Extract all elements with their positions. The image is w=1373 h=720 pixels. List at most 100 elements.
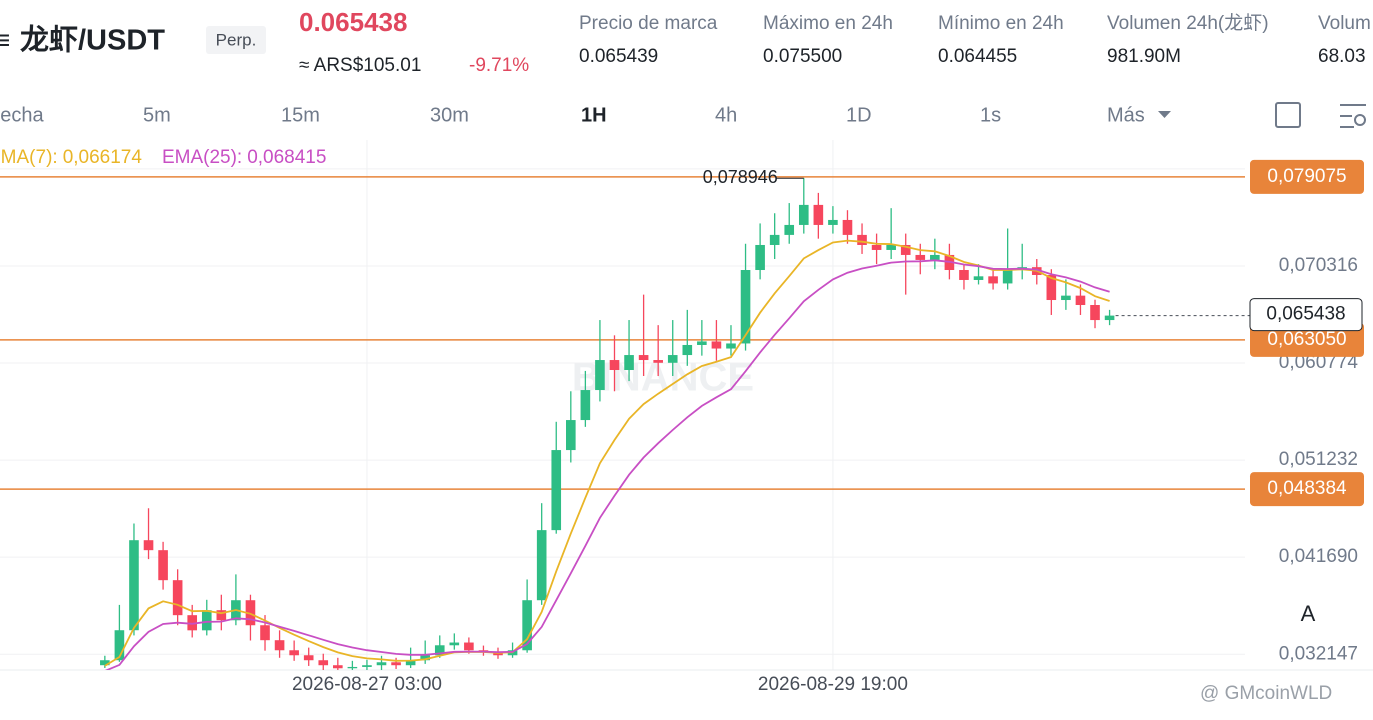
ema-line bbox=[104, 239, 1110, 667]
candle-body bbox=[566, 420, 576, 451]
current-price-label: 0,065438 bbox=[1266, 304, 1345, 325]
auto-button[interactable]: A bbox=[1301, 601, 1316, 626]
legend-name: EMA(7) bbox=[0, 147, 58, 168]
stat-label: Mínimo en 24h bbox=[938, 13, 1064, 34]
candle-body bbox=[959, 270, 969, 280]
candle-body bbox=[449, 642, 460, 646]
candle-body bbox=[464, 642, 474, 651]
candle-body bbox=[114, 630, 125, 661]
candle-body bbox=[216, 610, 227, 621]
menu-icon: ≡ bbox=[0, 24, 10, 55]
candle-body bbox=[828, 219, 838, 225]
candle-body bbox=[842, 219, 853, 235]
candle-body bbox=[551, 450, 562, 531]
legend-value: 0,066174 bbox=[62, 147, 142, 168]
candle-body bbox=[638, 355, 649, 361]
last-price: 0.065438 bbox=[299, 7, 407, 37]
candle-body bbox=[769, 234, 780, 245]
icon[interactable] bbox=[1275, 102, 1301, 128]
candle-body bbox=[274, 640, 285, 651]
candle-body bbox=[1104, 315, 1115, 321]
stat-label: Máximo en 24h bbox=[763, 13, 893, 34]
candle-body bbox=[1046, 274, 1057, 301]
price-label-box bbox=[1250, 159, 1364, 194]
candle-body bbox=[434, 645, 445, 656]
timeframe[interactable]: 1D bbox=[846, 104, 872, 126]
candle-body bbox=[376, 662, 387, 666]
candle-body bbox=[667, 355, 678, 363]
plot bbox=[0, 176, 1245, 670]
candle-body bbox=[536, 530, 547, 601]
candle-body bbox=[347, 666, 358, 669]
stat-label: Precio de marca bbox=[579, 13, 718, 34]
candle-body bbox=[930, 254, 940, 260]
legend-name: EMA(25) bbox=[162, 147, 242, 168]
stat-value: 0.064455 bbox=[938, 46, 1017, 67]
candle-body bbox=[1075, 295, 1086, 306]
candle-body bbox=[318, 660, 329, 666]
candle-body bbox=[129, 540, 139, 631]
icon bbox=[1354, 114, 1366, 126]
current-price-box bbox=[1249, 298, 1363, 332]
candle-body bbox=[886, 244, 896, 250]
timeframe[interactable]: 1H bbox=[581, 104, 607, 126]
timeframe[interactable]: 30m bbox=[430, 104, 469, 126]
candle-body bbox=[857, 234, 867, 245]
candle-body bbox=[522, 600, 532, 651]
y-tick-label: 0,032147 bbox=[1279, 643, 1358, 664]
timeframe[interactable]: 15m bbox=[281, 104, 320, 126]
legend: EMA(7)0,066174 EMA(25)0,068415 bbox=[0, 147, 346, 169]
timeframe[interactable]: Fecha bbox=[0, 104, 44, 126]
price-label-box bbox=[1250, 322, 1364, 357]
timeframe[interactable]: 1s bbox=[980, 104, 1001, 126]
candle-body bbox=[988, 276, 998, 284]
candle-body bbox=[100, 660, 110, 666]
candle-body bbox=[187, 615, 198, 631]
y-tick-label: 0,070316 bbox=[1279, 255, 1358, 276]
price-label: 0,063050 bbox=[1267, 329, 1346, 350]
change: -9.71% bbox=[469, 55, 529, 76]
stat-label: Volum bbox=[1318, 13, 1371, 34]
candle-body bbox=[595, 360, 605, 391]
candle-body bbox=[798, 204, 809, 225]
stat-value: 68.03 bbox=[1318, 46, 1366, 67]
candle-body bbox=[915, 254, 926, 260]
candle-body bbox=[201, 610, 212, 631]
candle-body bbox=[711, 341, 722, 349]
candle-body bbox=[1002, 270, 1013, 284]
candle-body bbox=[260, 625, 270, 641]
candle-body bbox=[172, 580, 183, 616]
timeframe[interactable]: 4h bbox=[715, 104, 737, 126]
candle-body bbox=[653, 360, 663, 363]
timeframe[interactable]: 5m bbox=[143, 104, 171, 126]
candle-body bbox=[333, 665, 343, 669]
x-tick-label: 2026-08-29 19:00 bbox=[758, 674, 908, 695]
candle-body bbox=[362, 665, 372, 667]
price-label: 0,079075 bbox=[1267, 166, 1346, 187]
price-label-box bbox=[1250, 472, 1364, 507]
candle-body bbox=[405, 660, 416, 666]
dropdown-arrow bbox=[1158, 111, 1171, 118]
candle-body bbox=[726, 343, 736, 349]
candle-body bbox=[391, 662, 401, 666]
y-tick-label: 0,051232 bbox=[1279, 449, 1358, 470]
icon[interactable] bbox=[1340, 104, 1366, 128]
y-tick-label: 0,060774 bbox=[1279, 352, 1359, 373]
candle-body bbox=[740, 270, 751, 344]
candle-body bbox=[289, 650, 299, 656]
contract-badge bbox=[206, 26, 266, 54]
price-label: 0,048384 bbox=[1267, 478, 1347, 499]
stat-value: 0.065439 bbox=[579, 46, 658, 67]
stat-value: 981.90M bbox=[1107, 46, 1181, 67]
approx-price: ≈ ARS$105.01 bbox=[299, 55, 421, 76]
toolbar-icons bbox=[1275, 102, 1366, 128]
symbol: 龙虾/USDT bbox=[20, 24, 165, 57]
contract: Perp. bbox=[216, 30, 257, 49]
timeframe[interactable]: Más bbox=[1107, 104, 1145, 126]
max-label: 0,078946 bbox=[703, 167, 778, 187]
candle-body bbox=[871, 244, 882, 250]
candle-body bbox=[900, 244, 911, 255]
ema-line bbox=[104, 259, 1110, 670]
candle-body bbox=[755, 244, 765, 271]
